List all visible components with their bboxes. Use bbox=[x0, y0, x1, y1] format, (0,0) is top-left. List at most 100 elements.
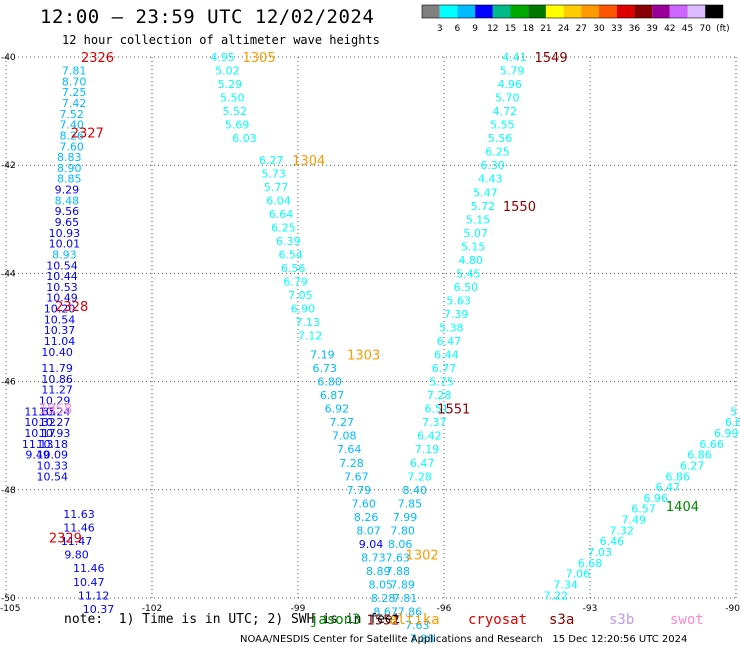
colorbar-swatch bbox=[457, 5, 476, 18]
chart-axes: -105 -102 -99 -96 -93 -90 -40 -42 -44 -46 -48 -50 bbox=[0, 53, 740, 614]
track-time-label: 1305 bbox=[243, 51, 276, 66]
wave-height-point: 5.55 bbox=[490, 119, 515, 132]
wave-height-point: 8.83 bbox=[57, 151, 82, 164]
wave-height-point: 11.63 bbox=[63, 508, 95, 521]
x-tick-label: -99 bbox=[291, 604, 306, 614]
wave-height-point: 7.60 bbox=[59, 140, 84, 153]
wave-height-point: 7.40 bbox=[59, 119, 84, 132]
wave-height-point: 7.13 bbox=[295, 316, 320, 329]
wave-height-point: 7.39 bbox=[444, 308, 469, 321]
colorbar-swatch bbox=[475, 5, 493, 18]
wave-height-point: 11.46 bbox=[63, 522, 95, 535]
wave-height-point: 10.86 bbox=[41, 373, 73, 386]
wave-height-point: 10.93 bbox=[39, 427, 71, 440]
colorbar-label: 9 bbox=[472, 24, 478, 34]
wave-height-point: 8.67 bbox=[373, 606, 398, 619]
wave-height-point: 6.03 bbox=[232, 132, 257, 145]
wave-height-point: 9.80 bbox=[64, 549, 89, 562]
wave-height-point: 5.02 bbox=[215, 65, 240, 78]
wave-height-point: 5.73 bbox=[261, 167, 286, 180]
wave-height-point: 8.28 bbox=[371, 592, 396, 605]
colorbar-swatch bbox=[563, 5, 582, 18]
wave-height-point: 11.04 bbox=[44, 335, 76, 348]
wave-height-point: 10.37 bbox=[83, 603, 115, 616]
wave-height-point: 7.08 bbox=[332, 430, 357, 443]
wave-height-point: 10.44 bbox=[46, 270, 78, 283]
legend-swot: swot bbox=[670, 612, 704, 628]
wave-height-point: 5.45 bbox=[456, 267, 481, 280]
wave-height-point: 11.12 bbox=[78, 589, 110, 602]
track-time-label: 1302 bbox=[406, 549, 439, 564]
wave-height-point: 6.51 bbox=[424, 403, 449, 416]
wave-height-point: 7.88 bbox=[386, 565, 411, 578]
colorbar-label: 33 bbox=[611, 24, 622, 34]
colorbar-swatch bbox=[652, 5, 670, 18]
wave-height-point: 6.50 bbox=[454, 281, 479, 294]
colorbar-swatch bbox=[616, 5, 635, 18]
x-tick-label: -93 bbox=[583, 604, 598, 614]
track-time-label: 1551 bbox=[437, 403, 470, 418]
y-tick-label: -42 bbox=[1, 161, 16, 171]
wave-height-point: 7.63 bbox=[405, 619, 430, 632]
wave-height-point: 8.93 bbox=[52, 248, 77, 261]
page-subtitle: 12 hour collection of altimeter wave hei… bbox=[62, 33, 380, 47]
legend-altika: altika bbox=[389, 612, 440, 628]
wave-height-point: 7.49 bbox=[622, 514, 647, 527]
track-time-label: 1549 bbox=[535, 51, 568, 66]
y-tick-label: -46 bbox=[1, 378, 16, 388]
wave-height-point: 7.28 bbox=[339, 457, 364, 470]
colorbar-label: (ft) bbox=[716, 24, 730, 34]
wave-height-point: 10.20 bbox=[44, 303, 76, 316]
track-time-label: 2329 bbox=[49, 531, 82, 546]
wave-height-point: 9.29 bbox=[55, 184, 80, 197]
colorbar-swatch bbox=[492, 5, 511, 18]
wave-height-point: 5.70 bbox=[495, 92, 520, 105]
wave-height-point: 7.37 bbox=[422, 416, 447, 429]
y-tick-label: -48 bbox=[1, 486, 16, 496]
wave-height-point: 8.73 bbox=[361, 551, 386, 564]
wave-height-point: 7.79 bbox=[347, 484, 372, 497]
wave-height-point: 7.19 bbox=[415, 443, 440, 456]
wave-height-point: 6.96 bbox=[643, 492, 668, 505]
wave-height-point: 10.53 bbox=[46, 281, 78, 294]
wave-height-point: 4.43 bbox=[478, 173, 503, 186]
wave-height-point: 10.17 bbox=[24, 427, 56, 440]
wave-height-point: 5 bbox=[730, 405, 737, 418]
x-tick-label: -102 bbox=[142, 604, 162, 614]
colorbar-label: 36 bbox=[629, 24, 641, 34]
wave-height-point: 5.77 bbox=[264, 181, 289, 194]
wave-height-point: 7.03 bbox=[587, 546, 612, 559]
track-time-label: 2326 bbox=[81, 51, 114, 66]
wave-height-point: 6.25 bbox=[271, 221, 296, 234]
y-tick-label: -50 bbox=[1, 594, 16, 604]
wave-height-point: 9.65 bbox=[55, 216, 80, 229]
track-labels: 2326 2327 2328 2329 1404 1958 1305 1304 1303 1302… bbox=[39, 51, 699, 629]
wave-height-point: 10.01 bbox=[49, 238, 81, 251]
wave-height-point: 7.22 bbox=[544, 589, 569, 602]
wave-height-point: 6.46 bbox=[600, 535, 625, 548]
colorbar-frame bbox=[421, 4, 724, 19]
wave-height-point: 8.48 bbox=[55, 194, 80, 207]
wave-height-point: 7.60 bbox=[351, 497, 376, 510]
wave-height-point: 7.67 bbox=[344, 470, 369, 483]
wave-height-point: 7.32 bbox=[609, 524, 634, 537]
wave-height-point: 9.56 bbox=[55, 205, 80, 218]
wave-height-point: 10.40 bbox=[41, 346, 73, 359]
colorbar-label: 42 bbox=[664, 24, 675, 34]
wave-height-point: 9.04 bbox=[359, 538, 384, 551]
colorbar-label: 70 bbox=[699, 24, 711, 34]
wave-height-point: 10.37 bbox=[44, 324, 76, 337]
wave-height-point: 5.79 bbox=[500, 65, 525, 78]
footer-note: note: 1) Time is in UTC; 2) SWH is in fe… bbox=[64, 612, 401, 627]
wave-height-point: 6.68 bbox=[578, 557, 603, 570]
wave-height-point: 8.90 bbox=[57, 162, 82, 175]
wave-height-point: 7.85 bbox=[398, 497, 423, 510]
wave-height-point: 6.87 bbox=[320, 389, 345, 402]
colorbar-swatch bbox=[581, 5, 599, 18]
colorbar-label: 45 bbox=[682, 24, 693, 34]
wave-height-point: 6.80 bbox=[317, 376, 342, 389]
wave-height-point: 5.07 bbox=[463, 227, 488, 240]
wave-height-point: 6.90 bbox=[291, 303, 316, 316]
wave-height-point: 8.26 bbox=[59, 129, 84, 142]
colorbar-swatch bbox=[687, 5, 706, 18]
